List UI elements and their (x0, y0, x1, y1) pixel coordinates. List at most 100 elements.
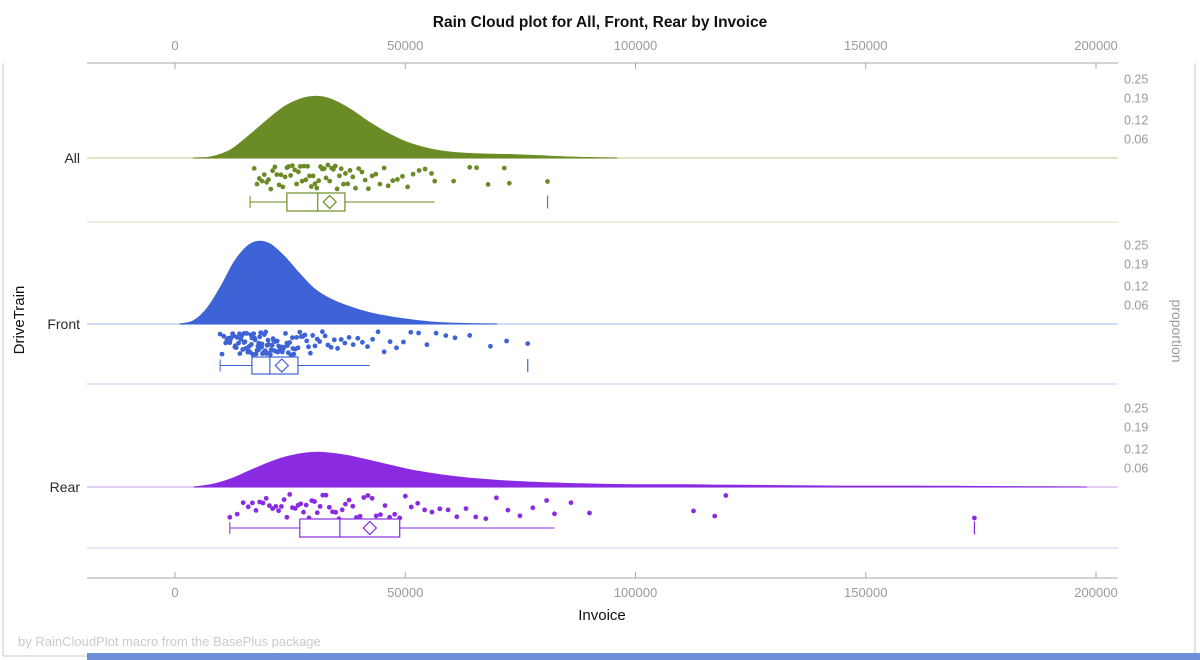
rain-point (377, 181, 383, 187)
rain-point (323, 492, 329, 498)
rain-point (217, 331, 223, 337)
rain-point (505, 507, 511, 513)
rain-point (544, 498, 549, 503)
rain-point (416, 330, 421, 336)
rain-point (276, 508, 281, 514)
rain-point (373, 513, 379, 519)
rain-point (401, 339, 406, 345)
rain-point (350, 174, 356, 180)
rain-point (335, 346, 340, 351)
rain-point (473, 514, 479, 520)
footer-note: by RainCloudPlot macro from the BasePlus… (18, 634, 321, 649)
rain-point (488, 343, 493, 349)
rain-point (304, 338, 310, 344)
rain-point (279, 504, 284, 509)
bottom-axis-tick-label: 100000 (614, 585, 657, 600)
rain-point (244, 331, 250, 336)
rain-point (365, 344, 370, 349)
category-label: Front (47, 316, 80, 332)
rain-point (365, 493, 371, 498)
bottom-axis-tick-label: 50000 (387, 585, 423, 600)
rain-point (263, 329, 269, 335)
rain-point (405, 184, 410, 190)
rain-point (378, 512, 383, 517)
rain-point (402, 493, 408, 499)
rain-point (369, 173, 375, 179)
top-axis-tick-label: 50000 (387, 38, 423, 53)
rain-point (250, 500, 255, 506)
rain-point (280, 184, 286, 190)
frame-layer (2, 63, 1196, 657)
rain-point (234, 511, 240, 517)
rain-point (265, 337, 271, 343)
rain-point (712, 513, 718, 519)
rain-point (385, 183, 391, 189)
rain-point (320, 329, 325, 335)
rain-point (395, 177, 400, 182)
rain-point (452, 335, 458, 341)
rain-point (408, 504, 414, 510)
rain-point (723, 493, 729, 498)
rain-point (338, 166, 344, 172)
rain-point (504, 338, 509, 344)
proportion-tick-label: 0.12 (1124, 114, 1148, 128)
rain-point (317, 339, 322, 344)
rain-point (373, 171, 379, 177)
rain-point (322, 333, 328, 339)
rain-point (356, 166, 362, 172)
rain-point (317, 504, 323, 509)
rain-point (296, 169, 301, 175)
rain-point (451, 178, 456, 184)
rain-point (432, 178, 438, 184)
panel-rear: Rear 0.25 0.19 0.12 0.06 (50, 402, 1148, 549)
rain-point (297, 164, 303, 169)
rain-point (587, 510, 592, 516)
rain-point (268, 186, 274, 192)
rain-point (387, 339, 393, 345)
rain-point (355, 335, 361, 341)
rain-point (292, 167, 298, 173)
rain-point (272, 164, 278, 170)
rain-point (691, 508, 696, 514)
rain-point (369, 495, 375, 501)
rain-point (307, 173, 312, 179)
rain-point (334, 186, 340, 192)
panel-front: Front 0.25 0.19 0.12 0.06 (47, 239, 1148, 385)
proportion-tick-label: 0.25 (1124, 402, 1148, 416)
rain-point (339, 507, 345, 513)
rain-point (303, 177, 309, 183)
bottom-axis-tick-label: 150000 (844, 585, 887, 600)
rain-point (326, 504, 332, 510)
rain-point (301, 163, 307, 169)
rain-point (338, 337, 344, 342)
rain-point (310, 333, 316, 338)
rain-point (568, 500, 574, 506)
rain-point (267, 503, 272, 508)
rain-point (290, 163, 295, 169)
x-axis-title: Invoice (578, 607, 626, 624)
rain-point (253, 508, 259, 513)
rain-point (274, 338, 280, 344)
rain-point (237, 351, 243, 356)
rain-point (501, 165, 507, 171)
rain-point (282, 174, 288, 180)
rain-point (238, 336, 244, 342)
rain-point (283, 331, 288, 336)
box-iqr (299, 518, 401, 538)
rain-point (299, 178, 305, 184)
rain-point (422, 507, 427, 513)
rain-point (390, 178, 396, 184)
rain-point (341, 181, 346, 187)
rain-point (316, 178, 322, 184)
rain-point (267, 352, 273, 357)
rain-point (297, 329, 303, 335)
rain-point (366, 186, 371, 192)
rain-point (433, 330, 439, 336)
rain-point (429, 509, 435, 515)
rain-point (219, 351, 225, 357)
rain-point (381, 349, 387, 355)
rain-point (263, 495, 269, 501)
rain-point (236, 340, 241, 346)
